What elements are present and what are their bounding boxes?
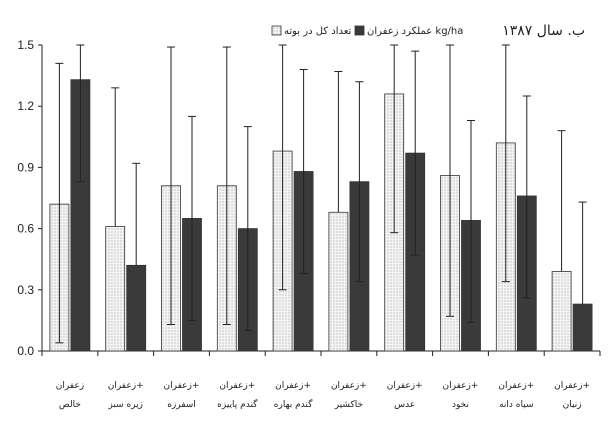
x-category-label-line2: خالص: [59, 400, 81, 410]
x-category-label-line2: سیاه دانه: [499, 400, 533, 410]
bar-saffron-yield: [126, 264, 147, 352]
x-category-label-line1: زعفران: [56, 381, 84, 391]
error-bars: [55, 44, 587, 344]
x-category-label-line1: زعفران+: [387, 381, 423, 391]
y-tick-label: 0.3: [17, 283, 34, 297]
x-category-label-line2: خاکشیر: [334, 400, 363, 410]
x-category-label-line1: زعفران+: [108, 381, 144, 391]
y-tick-label: 1.2: [17, 99, 34, 113]
x-category-label-line1: زعفران+: [498, 381, 534, 391]
legend: تعداد کل در بوته عملکرد زعفران kg/ha: [271, 25, 463, 37]
x-category-label-line1: زعفران+: [331, 381, 367, 391]
x-category-label-line2: عدس: [394, 400, 415, 410]
bar-total-count: [105, 226, 126, 352]
y-tick-label: 0.9: [17, 160, 34, 174]
x-category-label-line1: زعفران+: [443, 381, 479, 391]
y-tick-label: 0.6: [17, 222, 34, 236]
bars: [49, 79, 593, 352]
x-category-label-line1: زعفران+: [164, 381, 200, 391]
x-category-label-line1: زعفران+: [219, 381, 255, 391]
legend-swatch-saffron-yield: [354, 25, 365, 36]
x-category-label-line2: زنیان: [563, 400, 582, 410]
bar-total-count: [328, 211, 349, 352]
x-category-label-line1: زعفران+: [275, 381, 311, 391]
y-tick-label: 0.0: [17, 344, 34, 358]
chart-title: ب. سال ۱۳۸۷: [502, 23, 585, 39]
x-category-label-line2: گندم بهاره: [274, 398, 313, 410]
x-category-label-line2: گندم پاییزه: [217, 398, 258, 410]
x-category-label-line2: اسفرزه: [167, 400, 196, 410]
bar-saffron-yield: [572, 303, 593, 352]
legend-swatch-total-count: [271, 25, 282, 36]
x-category-label-line1: زعفران+: [554, 381, 590, 391]
x-category-label-line2: زیره سبز: [107, 400, 143, 410]
y-tick-label: 1.5: [17, 38, 34, 52]
x-category-label-line2: نخود: [452, 400, 469, 410]
legend-label-total-count: تعداد کل در بوته: [284, 26, 352, 37]
bar-total-count: [551, 271, 572, 352]
legend-label-saffron-yield: عملکرد زعفران kg/ha: [367, 26, 463, 37]
category-labels: زعفران خالص زعفران+ زیره سبز زعفران+ اسفرزه زع…: [56, 381, 590, 410]
